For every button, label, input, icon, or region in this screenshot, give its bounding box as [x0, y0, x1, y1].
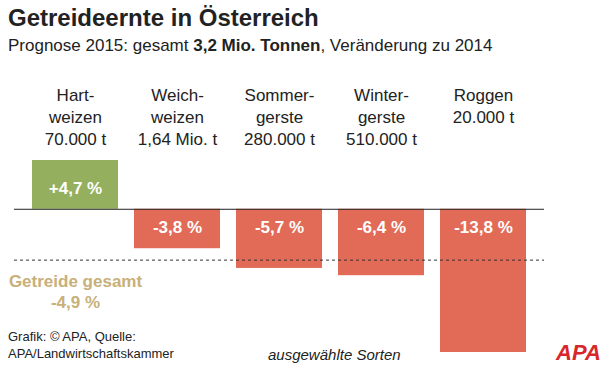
html-text:Prognose 2015: gesamt 3,2 Mio.: Prognose 2015: gesamt 3,2 Mio. Tonnen, V… — [8, 36, 493, 55]
svg-text:Weich-weizen1,64 Mio. t: Weich-weizen1,64 Mio. t — [138, 86, 218, 149]
html-text:Grafik: © APA, Quelle: APA/Lan: Grafik: © APA, Quelle: APA/Landwirtschaf… — [8, 329, 174, 361]
svg-text:Sommer-gerste280.000 t: Sommer-gerste280.000 t — [244, 86, 315, 149]
svg-text:-5,7 %: -5,7 % — [255, 218, 304, 237]
svg-text:+4,7 %: +4,7 % — [49, 179, 102, 198]
svg-text:-6,4 %: -6,4 % — [357, 218, 406, 237]
svg-text:Winter-gerste510.000 t: Winter-gerste510.000 t — [346, 86, 417, 149]
html-text:ausgewählte Sorten: ausgewählte Sorten — [268, 346, 401, 363]
svg-text:-13,8 %: -13,8 % — [454, 218, 513, 237]
html-text:APA: APA — [556, 340, 601, 365]
svg-text:Getreide gesamt-4,9 %: Getreide gesamt-4,9 % — [9, 272, 143, 312]
html-text:Getreideernte in Österreich: Getreideernte in Österreich — [8, 4, 319, 31]
svg-text:Roggen20.000 t: Roggen20.000 t — [453, 86, 515, 127]
svg-text:-3,8 %: -3,8 % — [153, 218, 202, 237]
svg-text:Hart-weizen70.000 t: Hart-weizen70.000 t — [45, 86, 107, 149]
